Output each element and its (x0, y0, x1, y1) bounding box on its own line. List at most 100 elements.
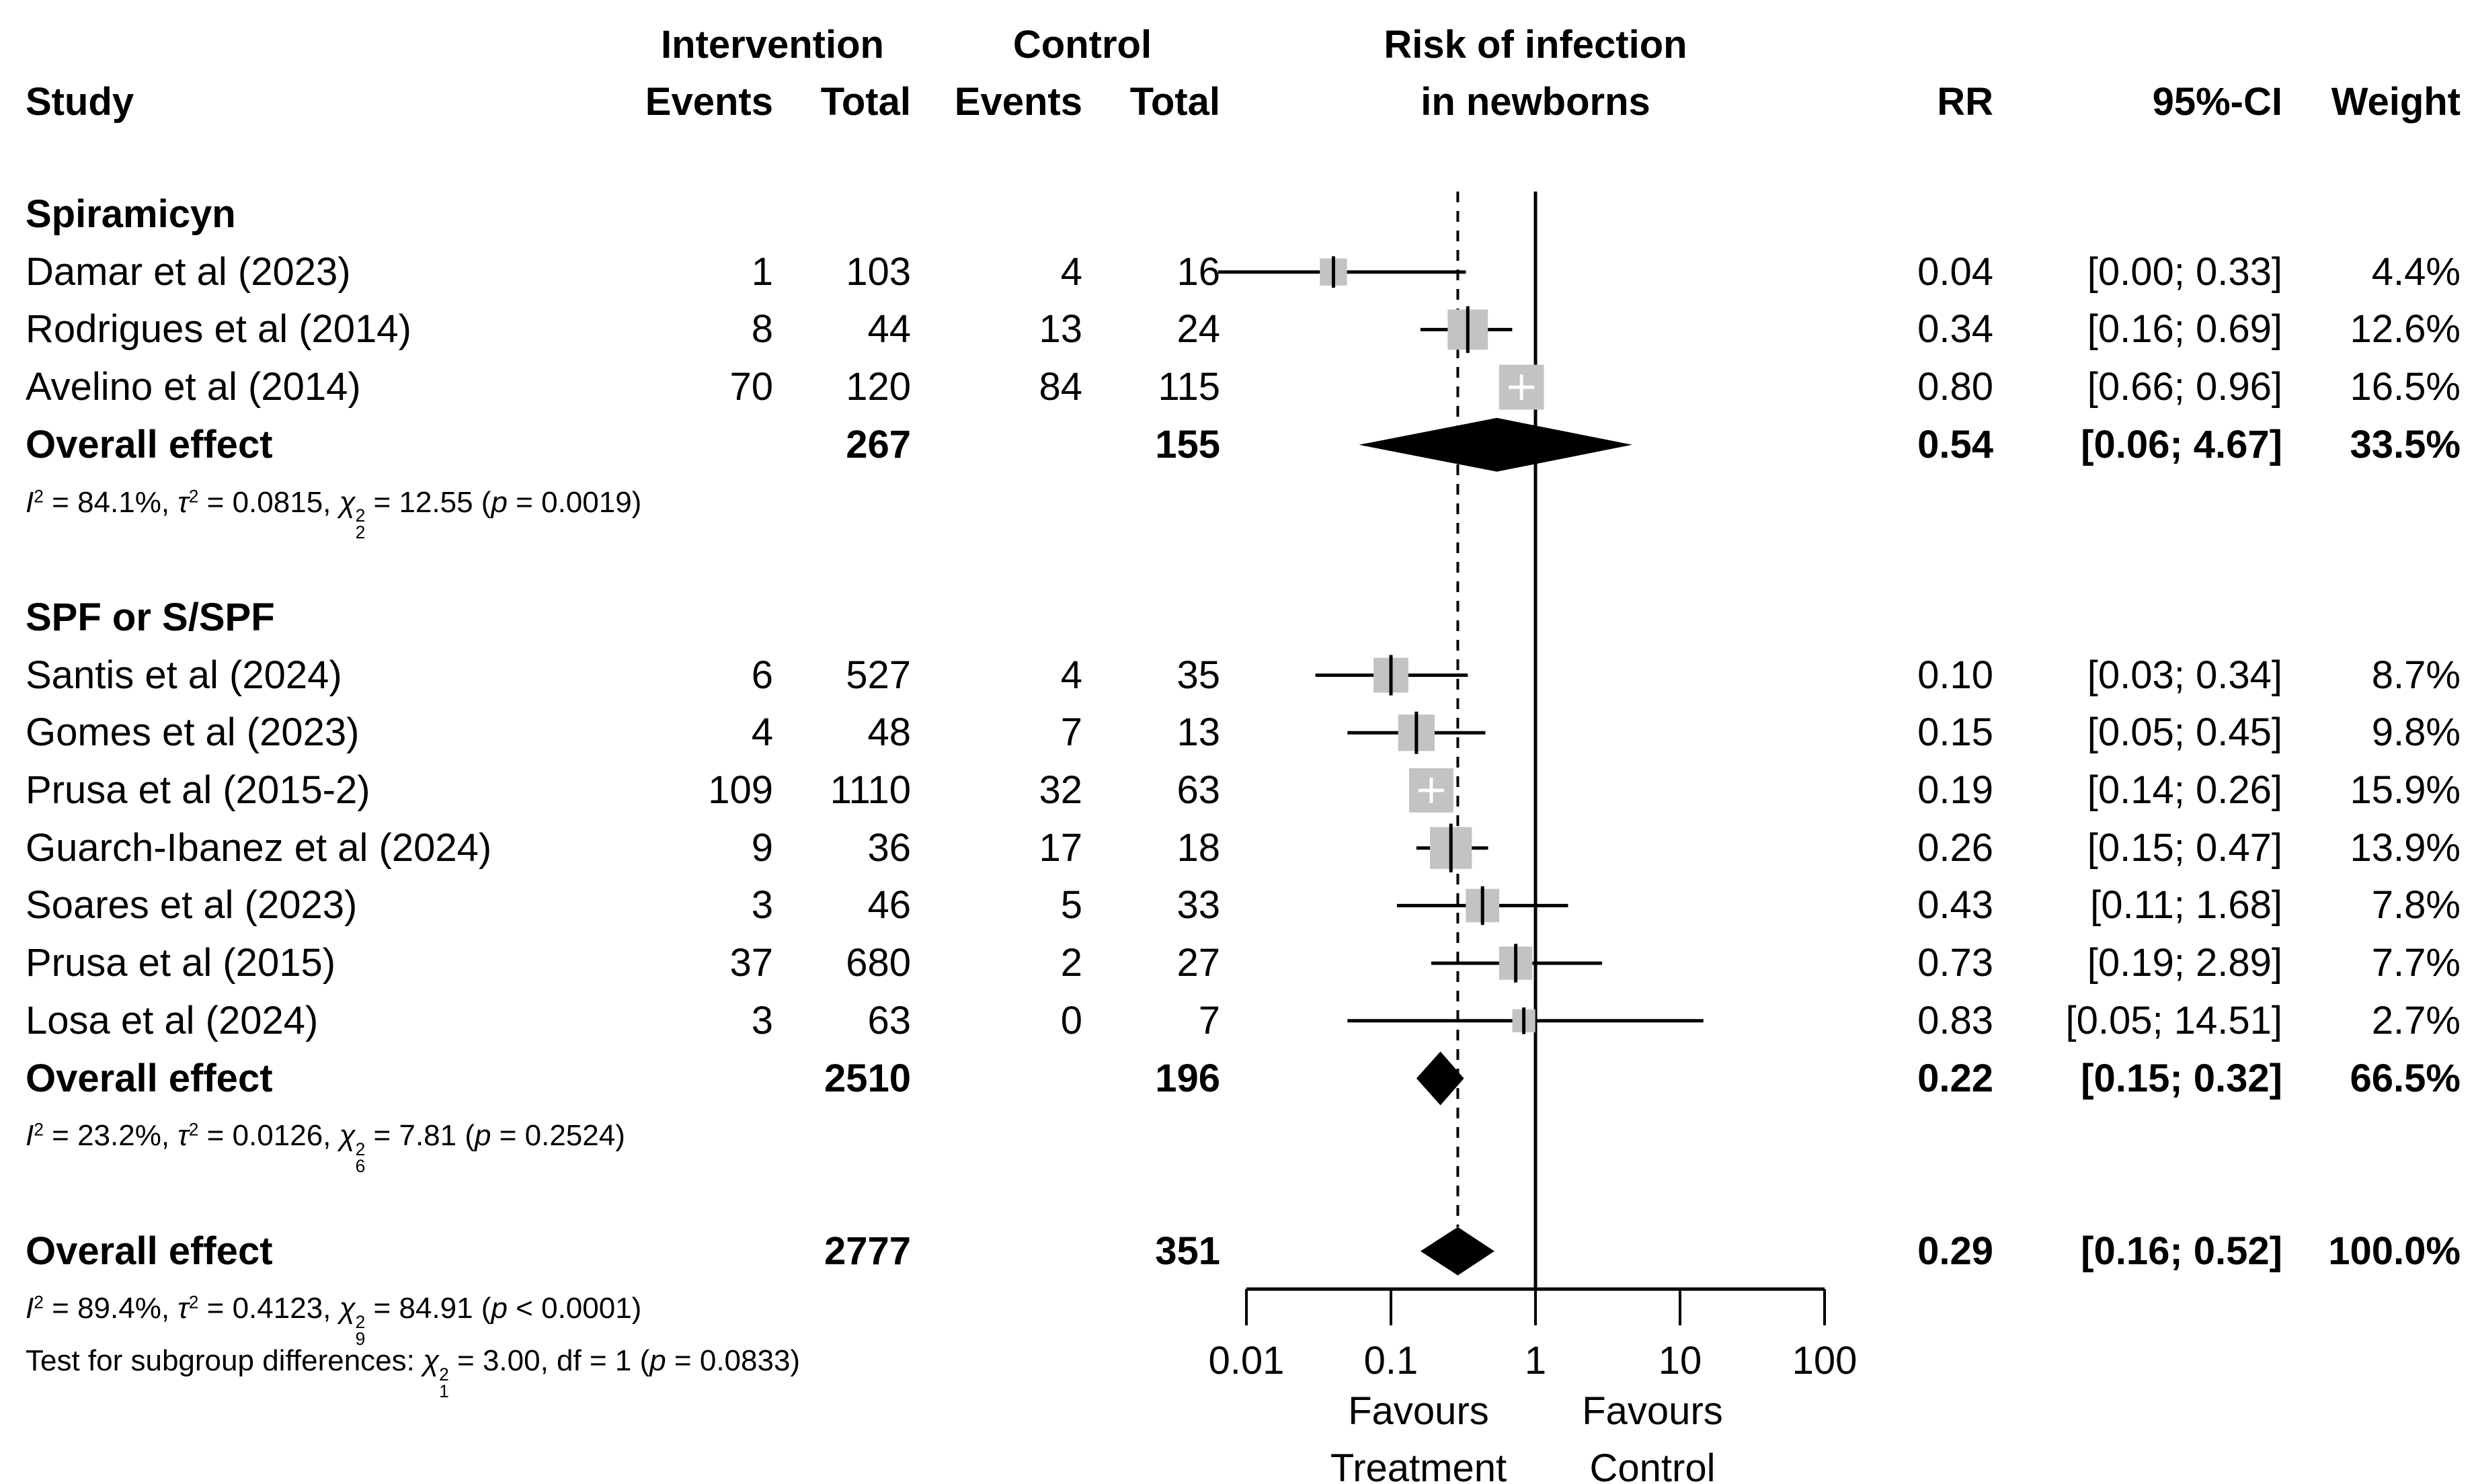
axis-tick-label: 0.01 (1208, 1339, 1285, 1383)
group-label: SPF or S/SPF (26, 595, 275, 639)
study-name: Santis et al (2024) (26, 653, 342, 697)
control-events: 17 (1039, 825, 1082, 870)
control-total: 35 (1176, 653, 1220, 697)
ci-value: [0.16; 0.69] (2087, 307, 2282, 352)
ci-value: [0.66; 0.96] (2087, 365, 2282, 409)
group-row: Spiramicyn (0, 186, 2474, 243)
control-total: 24 (1176, 307, 1220, 352)
weight-value: 13.9% (2350, 825, 2461, 870)
control-total: 13 (1176, 710, 1220, 755)
axis-tick-label: 0.1 (1363, 1339, 1419, 1383)
study-name: Soares et al (2023) (26, 883, 358, 928)
rr-value: 0.83 (1917, 998, 1993, 1042)
rr-value: 0.04 (1917, 249, 1993, 294)
ci-value: [0.03; 0.34] (2087, 653, 2282, 697)
ci-value: [0.05; 0.45] (2087, 710, 2282, 755)
weight-column-header: Weight (2331, 80, 2461, 124)
control-events: 7 (1060, 710, 1082, 755)
weight-value: 15.9% (2350, 768, 2461, 812)
axis-tick-label: 1 (1524, 1339, 1547, 1383)
control-events: 4 (1060, 249, 1082, 294)
ci-value: [0.19; 2.89] (2087, 941, 2282, 985)
summary-diamond (1420, 1227, 1494, 1276)
control-events: 4 (1060, 653, 1082, 697)
control-events: 13 (1039, 307, 1082, 352)
group-row: SPF or S/SPF (0, 589, 2474, 647)
weight-value: 4.4% (2371, 249, 2461, 294)
summary-diamond (1359, 417, 1632, 472)
study-row: Avelino et al (2014) 70 120 84 115 0.80 [0.66;… (0, 358, 2474, 416)
control-total: 115 (1158, 365, 1220, 409)
study-name: Losa et al (2024) (26, 998, 319, 1042)
rr-value: 0.19 (1917, 768, 1993, 812)
intervention-events: 70 (729, 365, 773, 409)
intervention-total: 48 (867, 710, 911, 755)
ci-value: [0.15; 0.47] (2087, 825, 2282, 870)
study-row: Prusa et al (2015-2) 109 1110 32 63 0.19 [0.14… (0, 761, 2474, 819)
study-name: Prusa et al (2015-2) (26, 768, 370, 812)
rr-value: 0.73 (1917, 941, 1993, 985)
weight-value: 12.6% (2350, 307, 2461, 352)
control-events: 0 (1060, 998, 1082, 1042)
ci-value: [0.14; 0.26] (2087, 768, 2282, 812)
weight-value: 8.7% (2371, 653, 2461, 697)
ci-value: [0.06; 4.67] (2081, 422, 2282, 466)
study-name: Guarch-Ibanez et al (2024) (26, 825, 492, 870)
control-total: 18 (1176, 825, 1220, 870)
intervention-total: 527 (846, 653, 911, 697)
rr-value: 0.26 (1917, 825, 1993, 870)
study-name: Avelino et al (2014) (26, 365, 361, 409)
study-row: Santis et al (2024) 6 527 4 35 0.10 [0.03; 0.3… (0, 647, 2474, 704)
intervention-events: 9 (751, 825, 773, 870)
intervention-total: 46 (867, 883, 911, 928)
intervention-events-header: Events (645, 80, 773, 124)
intervention-total: 680 (846, 941, 911, 985)
intervention-total: 44 (867, 307, 911, 352)
control-total: 16 (1176, 249, 1220, 294)
ci-value: [0.11; 1.68] (2090, 883, 2282, 928)
study-row: Damar et al (2023) 1 103 4 16 0.04 [0.00; 0.33… (0, 243, 2474, 301)
ci-value: [0.00; 0.33] (2087, 249, 2282, 294)
weight-value: 16.5% (2350, 365, 2461, 409)
weight-value: 9.8% (2371, 710, 2461, 755)
study-row: Soares et al (2023) 3 46 5 33 0.43 [0.11; 1.68… (0, 876, 2474, 934)
control-total: 7 (1198, 998, 1220, 1042)
control-total: 27 (1176, 941, 1220, 985)
control-total: 351 (1155, 1229, 1220, 1273)
study-name: Prusa et al (2015) (26, 941, 336, 985)
favours-control-label-line2: Control (1589, 1446, 1716, 1484)
study-row: Rodrigues et al (2014) 8 44 13 24 0.34 [0.16; … (0, 300, 2474, 358)
weight-value: 100.0% (2328, 1229, 2461, 1273)
favours-control-label-line1: Favours (1582, 1389, 1723, 1433)
rr-value: 0.29 (1917, 1229, 1993, 1273)
intervention-events: 4 (751, 710, 773, 755)
control-total-header: Total (1129, 80, 1220, 124)
control-events-header: Events (954, 80, 1082, 124)
intervention-total: 120 (846, 365, 911, 409)
control-total: 155 (1155, 422, 1220, 466)
group-label: Spiramicyn (26, 192, 236, 236)
intervention-total: 103 (846, 249, 911, 294)
control-header: Control (1012, 23, 1152, 67)
study-name: Gomes et al (2023) (26, 710, 360, 755)
control-total: 33 (1176, 883, 1220, 928)
control-events: 32 (1039, 768, 1082, 812)
ci-value: [0.15; 0.32] (2081, 1056, 2282, 1100)
study-name: Rodrigues et al (2014) (26, 307, 411, 352)
overall-effect-label: Overall effect (26, 1056, 273, 1100)
control-events: 84 (1039, 365, 1082, 409)
summary-diamond (1416, 1051, 1464, 1106)
overall-effect-label: Overall effect (26, 422, 273, 466)
study-row: Losa et al (2024) 3 63 0 7 0.83 [0.05; 14.51] 2… (0, 992, 2474, 1050)
study-name: Damar et al (2023) (26, 249, 351, 294)
weight-value: 7.8% (2371, 883, 2461, 928)
intervention-events: 3 (751, 883, 773, 928)
